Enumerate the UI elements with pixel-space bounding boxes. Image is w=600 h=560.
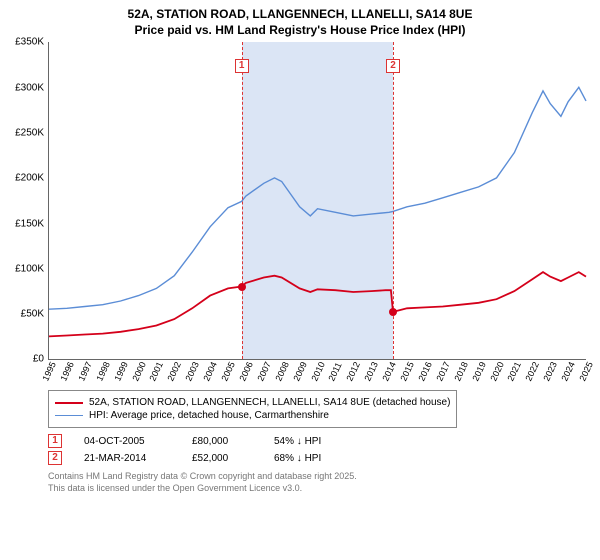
x-tick-label: 2018: [452, 361, 470, 383]
x-tick-label: 2023: [542, 361, 560, 383]
x-tick-label: 1998: [94, 361, 112, 383]
legend-row: HPI: Average price, detached house, Carm…: [55, 410, 450, 421]
sale-price: £52,000: [192, 453, 252, 464]
x-tick-label: 2002: [166, 361, 184, 383]
sale-marker-badge: 1: [235, 59, 249, 73]
line-series-svg: [49, 42, 586, 359]
x-tick-label: 2009: [291, 361, 309, 383]
x-tick-label: 2008: [273, 361, 291, 383]
legend-swatch: [55, 415, 83, 416]
sale-dot: [238, 283, 246, 291]
sale-date: 21-MAR-2014: [84, 453, 170, 464]
y-tick-label: £150K: [15, 218, 44, 229]
sale-dot: [389, 308, 397, 316]
footer-line-1: Contains HM Land Registry data © Crown c…: [48, 471, 592, 482]
x-tick-label: 2007: [255, 361, 273, 383]
series-price_paid: [49, 272, 586, 336]
x-tick-label: 2006: [237, 361, 255, 383]
x-tick-label: 2000: [130, 361, 148, 383]
x-tick-label: 2015: [398, 361, 416, 383]
sale-delta: 54% ↓ HPI: [274, 436, 321, 447]
x-tick-label: 2022: [524, 361, 542, 383]
sale-marker-line: [242, 42, 243, 359]
x-tick-label: 1996: [58, 361, 76, 383]
x-tick-label: 2019: [470, 361, 488, 383]
sale-price: £80,000: [192, 436, 252, 447]
legend-label: 52A, STATION ROAD, LLANGENNECH, LLANELLI…: [89, 397, 450, 408]
footer-line-2: This data is licensed under the Open Gov…: [48, 483, 592, 494]
x-tick-label: 2024: [559, 361, 577, 383]
sales-table: 1 04-OCT-2005 £80,000 54% ↓ HPI 2 21-MAR-2014…: [48, 434, 592, 465]
chart-plot-area: £0£50K£100K£150K£200K£250K£300K£350K 12 …: [8, 42, 592, 382]
legend-swatch: [55, 402, 83, 404]
x-tick-label: 2013: [363, 361, 381, 383]
series-hpi: [49, 88, 586, 310]
legend-label: HPI: Average price, detached house, Carm…: [89, 410, 329, 421]
y-tick-label: £0: [33, 354, 44, 365]
x-tick-label: 2020: [488, 361, 506, 383]
x-tick-label: 2005: [219, 361, 237, 383]
x-tick-label: 2012: [345, 361, 363, 383]
y-axis: £0£50K£100K£150K£200K£250K£300K£350K: [8, 42, 46, 382]
sale-date: 04-OCT-2005: [84, 436, 170, 447]
x-tick-label: 2017: [434, 361, 452, 383]
x-tick-label: 2003: [184, 361, 202, 383]
sale-badge: 2: [48, 451, 62, 465]
y-tick-label: £50K: [21, 309, 44, 320]
y-tick-label: £100K: [15, 263, 44, 274]
title-line-1: 52A, STATION ROAD, LLANGENNECH, LLANELLI…: [8, 6, 592, 22]
x-axis: 1995199619971998199920002001200220032004…: [48, 360, 586, 382]
chart-container: 52A, STATION ROAD, LLANGENNECH, LLANELLI…: [0, 0, 600, 500]
attribution-footer: Contains HM Land Registry data © Crown c…: [48, 471, 592, 494]
x-tick-label: 2010: [309, 361, 327, 383]
x-tick-label: 2014: [380, 361, 398, 383]
y-tick-label: £250K: [15, 127, 44, 138]
sale-badge: 1: [48, 434, 62, 448]
sale-table-row: 1 04-OCT-2005 £80,000 54% ↓ HPI: [48, 434, 592, 448]
x-tick-label: 2016: [416, 361, 434, 383]
x-tick-label: 2004: [201, 361, 219, 383]
x-tick-label: 2021: [506, 361, 524, 383]
y-tick-label: £300K: [15, 82, 44, 93]
legend-box: 52A, STATION ROAD, LLANGENNECH, LLANELLI…: [48, 390, 457, 428]
legend-row: 52A, STATION ROAD, LLANGENNECH, LLANELLI…: [55, 397, 450, 408]
y-tick-label: £200K: [15, 173, 44, 184]
sale-table-row: 2 21-MAR-2014 £52,000 68% ↓ HPI: [48, 451, 592, 465]
x-tick-label: 1999: [112, 361, 130, 383]
y-tick-label: £350K: [15, 37, 44, 48]
x-tick-label: 2001: [148, 361, 166, 383]
sale-delta: 68% ↓ HPI: [274, 453, 321, 464]
title-line-2: Price paid vs. HM Land Registry's House …: [8, 22, 592, 38]
chart-title: 52A, STATION ROAD, LLANGENNECH, LLANELLI…: [8, 6, 592, 38]
x-tick-label: 2011: [327, 361, 344, 383]
x-tick-label: 2025: [577, 361, 595, 383]
plot-region: 12: [48, 42, 586, 360]
sale-marker-badge: 2: [386, 59, 400, 73]
x-tick-label: 1997: [76, 361, 94, 383]
